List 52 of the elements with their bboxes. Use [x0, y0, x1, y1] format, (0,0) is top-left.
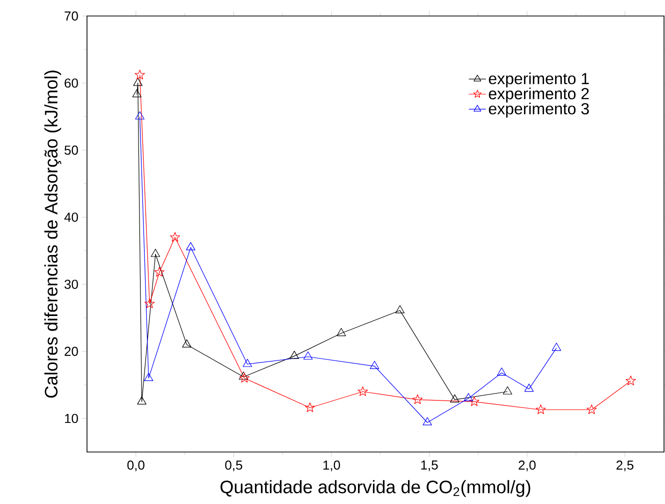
y-axis-title: Calores diferencias de Adsorção (kJ/mol) [44, 70, 62, 398]
point [290, 350, 299, 359]
point [370, 360, 380, 369]
point [144, 372, 154, 382]
point [586, 404, 597, 414]
x-axis-title: Quantidade adsorvida de CO$_{2}$(mmol/g) [220, 480, 530, 497]
point [150, 248, 160, 257]
x-tick-label: 1,5 [421, 460, 438, 472]
point [144, 298, 155, 308]
point [242, 358, 252, 367]
y-tick-label: 70 [64, 11, 78, 21]
point [412, 394, 423, 404]
point [395, 305, 405, 314]
point [464, 393, 474, 402]
point [497, 368, 506, 376]
point [536, 404, 546, 414]
point [524, 384, 534, 392]
point [134, 70, 145, 80]
point [132, 89, 142, 98]
point [154, 266, 164, 277]
point [303, 351, 313, 360]
point [170, 232, 180, 242]
y-tick-label: 40 [64, 212, 78, 222]
point [182, 339, 192, 348]
y-tick-label: 50 [64, 146, 78, 155]
y-tick-label: 20 [64, 346, 78, 356]
y-tick-label: 30 [64, 280, 78, 289]
point [239, 372, 250, 383]
point [469, 396, 480, 406]
point [552, 342, 562, 351]
point [186, 242, 196, 250]
point [450, 394, 460, 402]
point [502, 386, 512, 394]
point [626, 376, 636, 386]
legend-label: experimento 2 [488, 88, 589, 102]
point [358, 386, 368, 396]
x-tick-label: 2,5 [616, 460, 634, 472]
legend-label: experimento 3 [488, 102, 589, 118]
point [304, 402, 316, 412]
legend-label: experimento 1 [488, 72, 589, 88]
x-tick-label: 0,0 [127, 460, 144, 472]
point [238, 372, 248, 380]
point [336, 328, 346, 336]
point [135, 111, 144, 120]
x-tick-label: 2,0 [518, 460, 536, 472]
y-tick-label: 60 [64, 78, 78, 88]
x-tick-label: 1,0 [323, 460, 340, 472]
point [133, 78, 142, 86]
x-tick-label: 0,5 [225, 460, 242, 472]
point [422, 417, 432, 426]
y-tick-label: 10 [65, 414, 78, 424]
point [137, 396, 146, 404]
